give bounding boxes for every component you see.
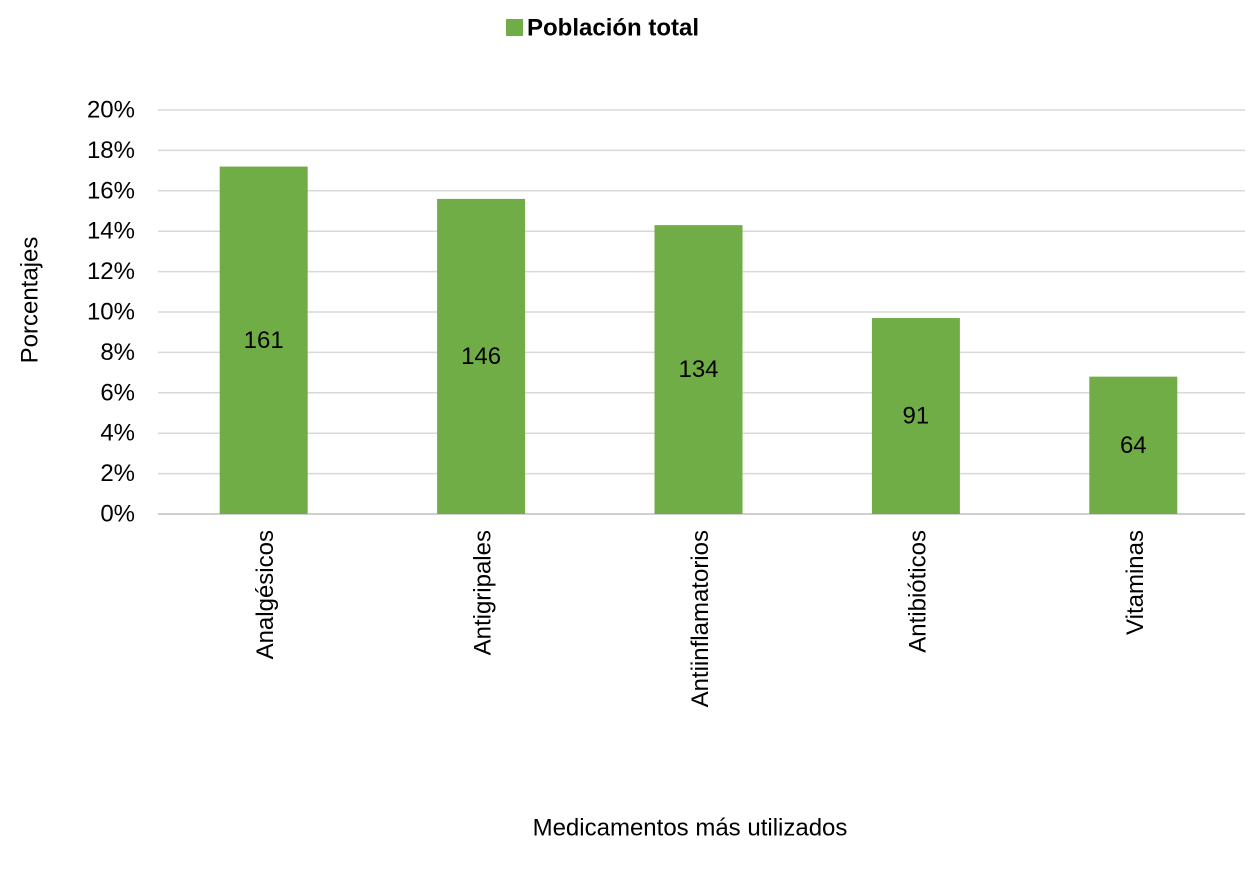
- data-label: 91: [903, 403, 930, 430]
- legend: Población total: [506, 15, 699, 42]
- y-tick-label: 2%: [100, 460, 135, 487]
- y-tick-label: 10%: [87, 299, 135, 326]
- x-axis-tick-labels: Analgésicos Antigripales Antiinflamatorios…: [252, 530, 1149, 707]
- bar: [219, 166, 308, 514]
- x-tick-label: Antibióticos: [904, 530, 931, 653]
- y-axis-title: Porcentajes: [17, 237, 44, 364]
- y-tick-label: 16%: [87, 177, 135, 204]
- bars: [219, 166, 1178, 514]
- y-tick-label: 4%: [100, 420, 135, 447]
- bar: [437, 198, 526, 514]
- y-tick-label: 14%: [87, 218, 135, 245]
- bar: [871, 318, 960, 514]
- x-tick-label: Vitaminas: [1122, 530, 1149, 635]
- x-tick-label: Analgésicos: [252, 530, 279, 659]
- bar: [1089, 376, 1178, 514]
- y-axis-tick-labels: 0% 2% 4% 6% 8% 10% 12% 14% 16% 18% 20%: [87, 97, 135, 528]
- y-tick-label: 8%: [100, 339, 135, 366]
- y-tick-label: 20%: [87, 97, 135, 124]
- y-tick-label: 0%: [100, 501, 135, 528]
- y-tick-label: 6%: [100, 379, 135, 406]
- bar: [654, 225, 743, 514]
- y-tick-label: 18%: [87, 137, 135, 164]
- data-label: 134: [678, 356, 718, 383]
- data-labels: 161 146 134 91 64: [244, 327, 1147, 459]
- legend-swatch: [506, 19, 523, 36]
- data-label: 161: [244, 327, 284, 354]
- x-tick-label: Antigripales: [470, 530, 497, 655]
- y-tick-label: 12%: [87, 258, 135, 285]
- x-axis-title: Medicamentos más utilizados: [533, 815, 848, 842]
- x-tick-label: Antiinflamatorios: [687, 530, 714, 707]
- data-label: 64: [1120, 432, 1147, 459]
- data-label: 146: [461, 343, 501, 370]
- legend-label: Población total: [527, 15, 699, 42]
